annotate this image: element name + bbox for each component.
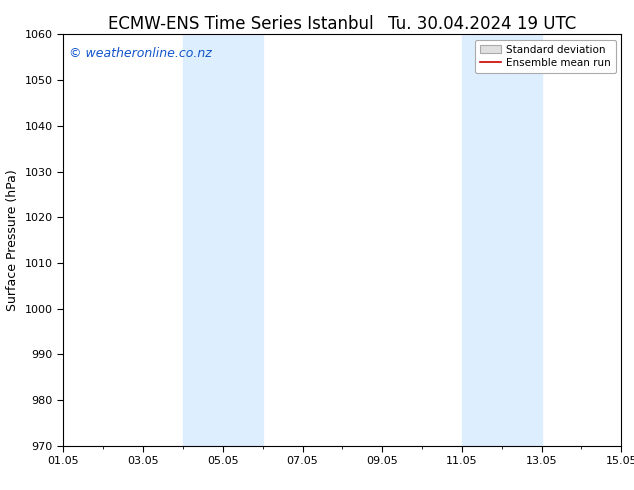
Text: Tu. 30.04.2024 19 UTC: Tu. 30.04.2024 19 UTC bbox=[388, 15, 576, 33]
Bar bbox=[462, 34, 541, 446]
Text: ECMW-ENS Time Series Istanbul: ECMW-ENS Time Series Istanbul bbox=[108, 15, 373, 33]
Bar bbox=[183, 34, 262, 446]
Y-axis label: Surface Pressure (hPa): Surface Pressure (hPa) bbox=[6, 169, 19, 311]
Text: © weatheronline.co.nz: © weatheronline.co.nz bbox=[69, 47, 212, 60]
Legend: Standard deviation, Ensemble mean run: Standard deviation, Ensemble mean run bbox=[475, 40, 616, 73]
